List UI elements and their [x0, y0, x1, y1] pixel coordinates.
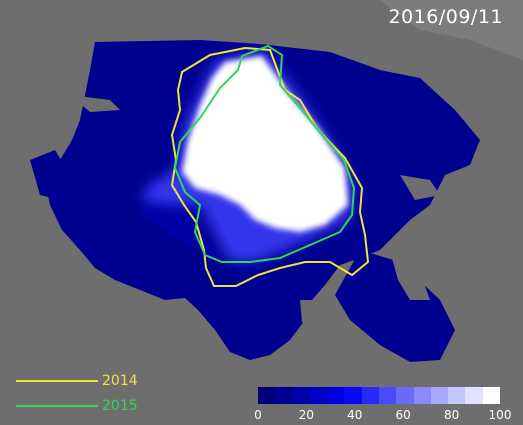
colorbar-tick-label: 0	[254, 408, 262, 422]
hudson-region-water	[335, 250, 455, 362]
colorbar-swatch	[413, 387, 431, 404]
colorbar-tick-label: 20	[298, 408, 315, 422]
colorbar-swatch	[275, 387, 293, 404]
colorbar-tick-label: 60	[395, 408, 411, 422]
colorbar-swatch	[292, 387, 310, 404]
colorbar-swatch	[396, 387, 414, 404]
colorbar-swatch	[344, 387, 362, 404]
legend-item-2014: 2014	[16, 372, 138, 390]
legend-label-2015: 2015	[102, 398, 138, 414]
ice-edge-2014	[170, 46, 370, 287]
land-inlet-3	[70, 95, 120, 112]
ice-edge-2015	[173, 44, 356, 263]
date-label: 2016/09/11	[388, 6, 503, 28]
colorbar-ticks: 0 20 40 60 80 100	[244, 408, 514, 425]
colorbar-swatch	[378, 387, 397, 404]
land-inlet-1	[392, 258, 430, 300]
legend-line-2014	[16, 380, 98, 382]
colorbar-swatch	[258, 387, 276, 404]
colorbar-swatch	[327, 387, 345, 404]
colorbar-tick-label: 40	[347, 408, 363, 422]
colorbar-swatch	[361, 387, 379, 404]
colorbar-swatch	[482, 387, 500, 404]
west-coast-water	[30, 150, 70, 200]
land-inlet-4	[400, 175, 440, 200]
colorbar-swatch	[309, 387, 328, 404]
colorbar-tick-label: 100	[488, 408, 512, 422]
land-highlight	[380, 0, 523, 60]
colorbar-tick-label: 80	[443, 408, 460, 422]
colorbar-swatch	[430, 387, 449, 404]
legend-line-2015	[16, 405, 98, 407]
legend-item-2015: 2015	[16, 397, 138, 415]
land-inlet-2	[300, 300, 340, 335]
legend-label-2014: 2014	[102, 373, 138, 389]
concentration-colorbar	[258, 387, 500, 404]
colorbar-swatch	[448, 387, 466, 404]
colorbar-swatch	[465, 387, 483, 404]
